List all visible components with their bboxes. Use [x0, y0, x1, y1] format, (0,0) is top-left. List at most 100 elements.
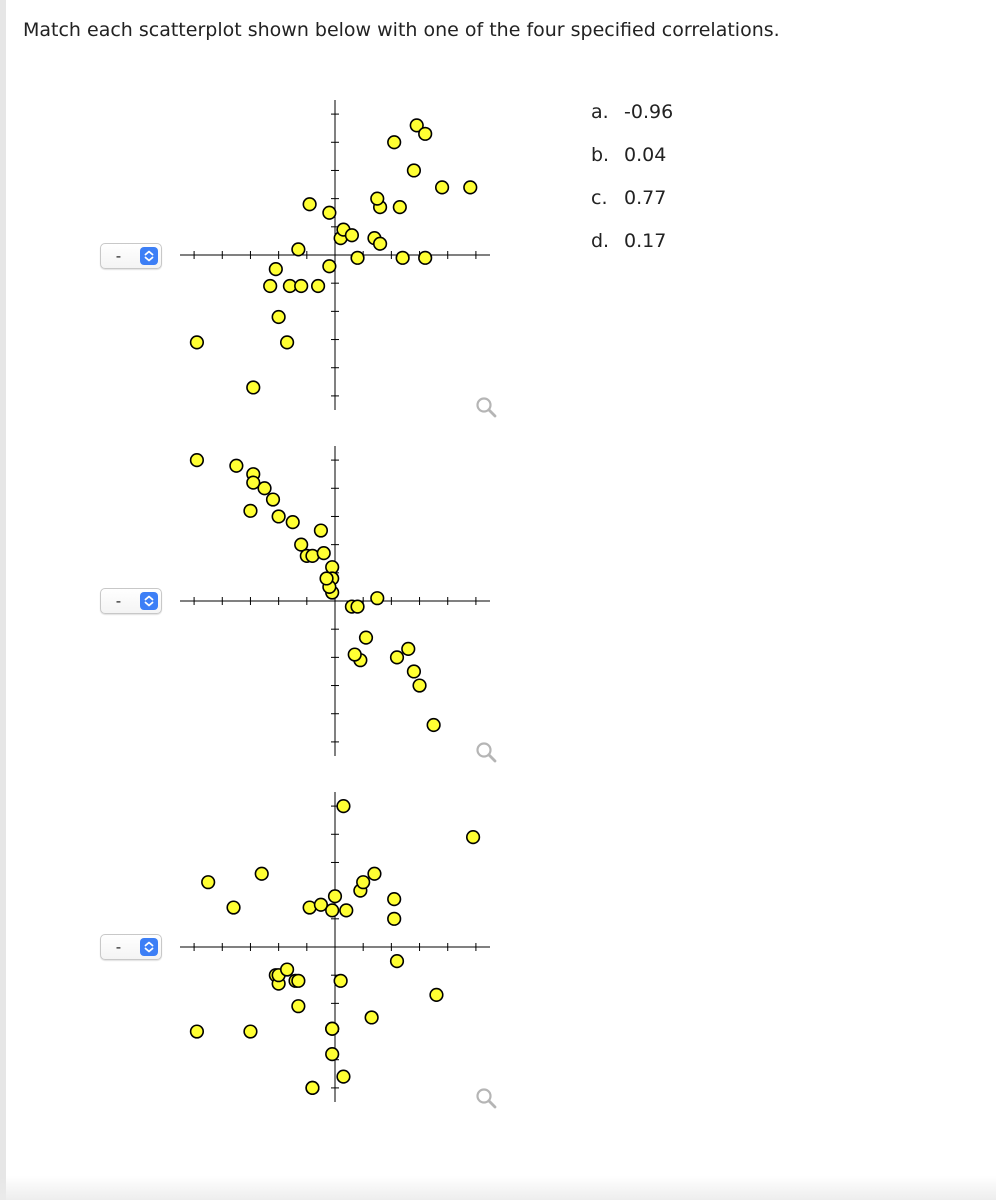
- option-letter: c.: [591, 187, 608, 209]
- data-point: [336, 1069, 351, 1084]
- magnifier-icon[interactable]: [474, 740, 500, 766]
- data-point: [336, 798, 351, 814]
- data-point: [367, 866, 382, 881]
- data-point: [406, 163, 422, 178]
- correlation-option-c: c. 0.77: [591, 185, 673, 228]
- data-point: [325, 1021, 340, 1036]
- data-point: [322, 259, 337, 274]
- data-point: [412, 678, 427, 693]
- data-point: [310, 278, 326, 294]
- data-point: [294, 537, 309, 552]
- up-down-chevron-icon: [140, 938, 158, 956]
- data-point: [291, 999, 306, 1014]
- data-point: [387, 891, 402, 907]
- data-point: [313, 897, 329, 912]
- data-point: [189, 335, 205, 350]
- page-left-border: [0, 0, 6, 1200]
- data-point: [356, 875, 371, 890]
- data-point: [285, 514, 300, 530]
- data-point: [279, 335, 295, 350]
- correlation-options-list: a. -0.96 b. 0.04 c. 0.77 d. 0.17: [591, 99, 673, 271]
- data-point: [226, 900, 241, 915]
- data-point: [395, 250, 410, 265]
- data-point: [325, 1046, 340, 1062]
- data-point: [426, 717, 441, 733]
- data-point: [387, 911, 402, 926]
- data-point: [189, 452, 205, 468]
- data-point: [392, 199, 407, 215]
- data-point: [313, 523, 329, 538]
- data-point: [370, 591, 385, 606]
- data-point: [333, 973, 348, 988]
- data-point: [291, 242, 306, 257]
- scatterplot-2: [180, 446, 490, 756]
- page-bottom-fade: [0, 1176, 996, 1200]
- data-point: [243, 503, 258, 518]
- data-point: [246, 380, 261, 395]
- correlation-option-b: b. 0.04: [591, 142, 673, 185]
- data-point: [294, 278, 309, 294]
- data-point: [389, 650, 405, 665]
- option-letter: a.: [591, 101, 609, 123]
- answer-select-1[interactable]: -: [100, 243, 162, 269]
- select-value: -: [115, 938, 122, 956]
- data-point: [189, 1024, 205, 1039]
- data-point: [339, 903, 354, 918]
- data-point: [344, 228, 360, 243]
- data-point: [325, 903, 340, 918]
- scatterplot-1: [180, 100, 490, 410]
- data-point: [429, 987, 444, 1003]
- data-point: [254, 866, 269, 881]
- option-value: 0.04: [624, 144, 667, 166]
- data-point: [364, 1010, 379, 1025]
- option-value: 0.17: [624, 230, 667, 252]
- data-point: [302, 197, 317, 212]
- option-value: -0.96: [624, 101, 674, 123]
- data-point: [406, 664, 422, 679]
- data-point: [389, 953, 405, 969]
- data-point: [463, 180, 478, 195]
- data-point: [316, 545, 331, 561]
- answer-select-3[interactable]: -: [100, 934, 162, 960]
- scatterplot-3: [180, 792, 490, 1102]
- option-value: 0.77: [624, 187, 667, 209]
- data-point: [201, 875, 216, 890]
- answer-select-2[interactable]: -: [100, 588, 162, 614]
- magnifier-icon[interactable]: [474, 395, 500, 421]
- data-point: [418, 126, 433, 141]
- option-letter: d.: [591, 230, 610, 252]
- data-point: [358, 630, 374, 645]
- option-letter: b.: [591, 144, 610, 166]
- data-point: [327, 889, 343, 904]
- select-value: -: [115, 592, 122, 610]
- correlation-option-a: a. -0.96: [591, 99, 673, 142]
- data-point: [263, 278, 278, 294]
- select-value: -: [115, 247, 122, 265]
- data-point: [271, 509, 286, 524]
- data-point: [291, 973, 306, 988]
- data-point: [347, 647, 362, 662]
- question-prompt: Match each scatterplot shown below with …: [23, 19, 780, 41]
- data-point: [257, 481, 272, 496]
- data-point: [409, 118, 424, 133]
- data-point: [265, 492, 281, 507]
- data-point: [268, 261, 283, 277]
- data-point: [465, 829, 481, 845]
- up-down-chevron-icon: [140, 247, 158, 265]
- data-point: [370, 191, 385, 206]
- data-point: [418, 250, 433, 265]
- magnifier-icon[interactable]: [474, 1086, 500, 1112]
- data-point: [246, 475, 261, 490]
- data-point: [387, 135, 402, 150]
- data-point: [350, 599, 365, 614]
- data-point: [322, 205, 337, 220]
- data-point: [372, 236, 388, 251]
- data-point: [319, 571, 334, 586]
- data-point: [305, 1080, 320, 1096]
- up-down-chevron-icon: [140, 592, 158, 610]
- data-point: [434, 180, 450, 195]
- correlation-option-d: d. 0.17: [591, 228, 673, 271]
- data-point: [243, 1024, 258, 1039]
- data-point: [271, 309, 286, 325]
- data-point: [350, 250, 365, 265]
